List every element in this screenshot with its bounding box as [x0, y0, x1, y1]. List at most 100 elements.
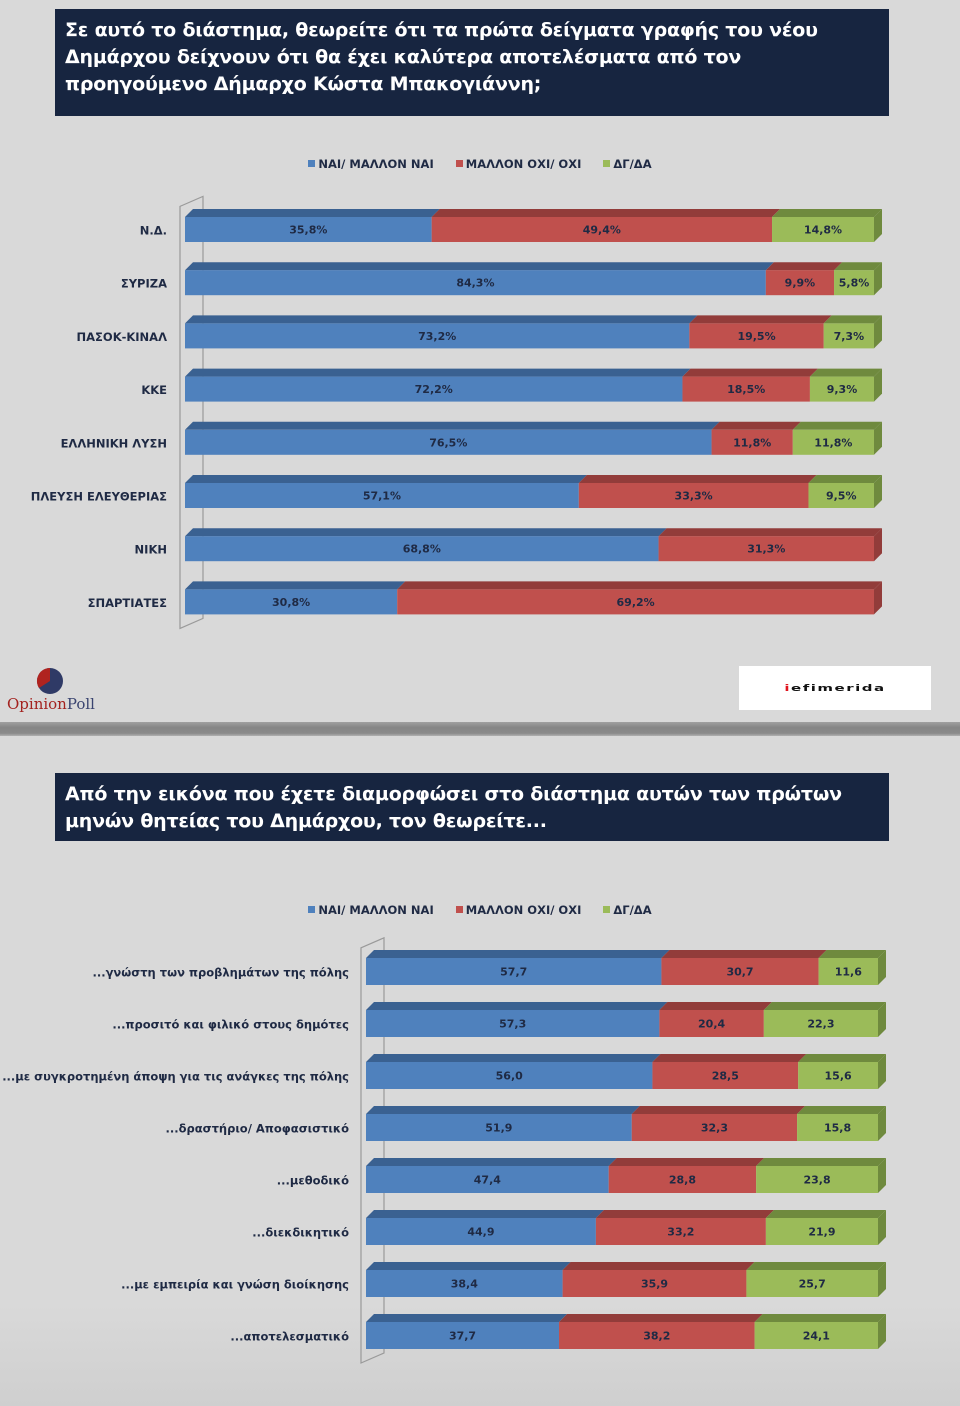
data-label: 57,1% — [363, 490, 401, 503]
data-label: 84,3% — [456, 277, 494, 290]
bar-top-dk — [809, 368, 882, 377]
data-label: 23,8 — [804, 1174, 831, 1187]
data-label: 51,9 — [485, 1122, 512, 1135]
bar-segment-yes — [185, 217, 432, 242]
bar-top-no — [595, 1210, 774, 1218]
chart-title: Σε αυτό το διάστημα, θεωρείτε ότι τα πρώ… — [55, 9, 889, 116]
bar-segment-dk — [809, 376, 874, 402]
legend-swatch-dk — [603, 160, 611, 167]
bar-top-yes — [366, 1106, 640, 1114]
bar-segment-yes — [185, 376, 683, 402]
bar-row: ...διεκδικητικό 44,9 33,2 21,9 — [252, 1210, 886, 1245]
bar-side-dk — [878, 1210, 886, 1245]
category-label: ...προσιτό και φιλικό στους δημότες — [112, 1018, 349, 1032]
bar-segment-yes — [185, 323, 690, 349]
data-label: 31,3% — [747, 543, 785, 556]
bar-top-dk — [754, 1314, 886, 1322]
bar-segment-no — [397, 589, 874, 615]
bar-segment-no — [608, 1166, 757, 1193]
legend-item-yes: ΝΑΙ/ ΜΑΛΛΟΝ ΝΑΙ — [308, 157, 434, 171]
data-label: 57,3 — [499, 1018, 526, 1031]
data-label: 37,7 — [449, 1330, 476, 1343]
data-label: 20,4 — [698, 1018, 725, 1031]
bar-side-dk — [874, 475, 882, 508]
bar-side-dk — [878, 1262, 886, 1297]
data-label: 9,5% — [826, 490, 857, 503]
bar-segment-yes — [366, 958, 662, 985]
legend-item-no: ΜΑΛΛΟΝ ΟΧΙ/ ΟΧΙ — [455, 903, 581, 917]
data-label: 69,2% — [617, 596, 655, 609]
bar-segment-yes — [185, 270, 766, 296]
chart-panel-traits: Από την εικόνα που έχετε διαμορφώσει στο… — [0, 736, 960, 1406]
bar-row: ΣΠΑΡΤΙΑΤΕΣ 30,8% 69,2% — [88, 581, 882, 615]
iefimerida-text: efimerida — [791, 682, 886, 694]
data-label: 18,5% — [727, 383, 765, 396]
data-label: 38,2 — [643, 1330, 670, 1343]
category-label: ΠΑΣΟΚ-ΚΙΝΑΛ — [77, 330, 168, 344]
bar-segment-dk — [765, 1218, 878, 1245]
category-label: ...μεθοδικό — [277, 1174, 349, 1188]
data-label: 5,8% — [839, 277, 870, 290]
bar-side-dk — [874, 315, 882, 349]
bar-side-dk — [878, 1106, 886, 1141]
category-label: ...με εμπειρία και γνώση διοίκησης — [121, 1278, 349, 1292]
category-label: Ν.Δ. — [140, 224, 167, 238]
data-label: 32,3 — [701, 1122, 728, 1135]
stacked-bar-chart-traits: ...γνώστη των προβλημάτων της πόλης 57,7 3… — [2, 936, 886, 1364]
bar-segment-yes — [185, 536, 659, 562]
bar-top-yes — [185, 475, 587, 483]
bar-side-dk — [878, 1314, 886, 1349]
bar-top-no — [765, 262, 843, 271]
bar-side-dk — [874, 209, 882, 242]
legend-swatch-no — [455, 160, 463, 167]
legend-label-dk: ΔΓ/ΔΑ — [613, 903, 652, 917]
category-label: ...με συγκροτημένη άποψη για τις ανάγκες… — [2, 1070, 349, 1084]
bar-segment-no — [711, 429, 793, 455]
legend-label-dk: ΔΓ/ΔΑ — [613, 157, 652, 171]
category-label: ΠΛΕΥΣΗ ΕΛΕΥΘΕΡΙΑΣ — [31, 490, 167, 504]
bar-row: ...αποτελεσματικό 37,7 38,2 24,1 — [230, 1314, 886, 1349]
bar-segment-no — [682, 376, 810, 402]
data-label: 28,5 — [712, 1070, 739, 1083]
data-label: 44,9 — [467, 1226, 494, 1239]
bar-top-yes — [366, 1262, 571, 1270]
bar-top-yes — [185, 209, 440, 217]
bar-segment-dk — [754, 1322, 878, 1349]
bar-top-no — [659, 1002, 772, 1010]
bar-top-dk — [834, 262, 882, 271]
bar-segment-dk — [792, 429, 874, 455]
bar-top-dk — [746, 1262, 886, 1270]
bar-top-dk — [798, 1054, 886, 1062]
data-label: 11,8% — [733, 436, 771, 449]
bar-segment-yes — [185, 483, 579, 508]
data-label: 15,8 — [824, 1122, 851, 1135]
bar-side-dk — [874, 421, 882, 455]
legend-label-yes: ΝΑΙ/ ΜΑΛΛΟΝ ΝΑΙ — [318, 157, 434, 171]
bar-side-no — [874, 581, 882, 615]
legend-swatch-no — [455, 906, 463, 913]
bar-top-no — [578, 475, 817, 483]
data-label: 24,1 — [803, 1330, 830, 1343]
panel-divider — [0, 722, 960, 736]
data-label: 73,2% — [418, 330, 456, 343]
bar-segment-dk — [756, 1166, 878, 1193]
legend-label-yes: ΝΑΙ/ ΜΑΛΛΟΝ ΝΑΙ — [318, 903, 434, 917]
data-label: 11,6 — [835, 966, 862, 979]
bar-side-dk — [878, 1054, 886, 1089]
bar-top-dk — [823, 315, 882, 324]
bar-row: ΠΑΣΟΚ-ΚΙΝΑΛ 73,2% 19,5% 7,3% — [77, 315, 882, 349]
data-label: 11,8% — [814, 436, 852, 449]
bar-top-dk — [772, 209, 882, 217]
bar-row: Ν.Δ. 35,8% 49,4% 14,8% — [140, 209, 882, 242]
bar-top-dk — [756, 1158, 886, 1166]
data-label: 30,7 — [726, 966, 753, 979]
stacked-bar-chart-party: Ν.Δ. 35,8% 49,4% 14,8% ΣΥΡΙΖΑ 84,3% 9,9% 5,8% ΠΑ… — [31, 195, 882, 630]
bar-segment-no — [431, 217, 773, 242]
bar-top-yes — [185, 262, 774, 271]
bar-top-yes — [366, 950, 670, 958]
data-label: 28,8 — [669, 1174, 696, 1187]
iefimerida-logo: iefimerida — [739, 666, 931, 710]
bar-row: ...προσιτό και φιλικό στους δημότες 57,3 2… — [112, 1002, 886, 1037]
bar-top-dk — [792, 421, 882, 430]
bar-side-dk — [878, 1158, 886, 1193]
